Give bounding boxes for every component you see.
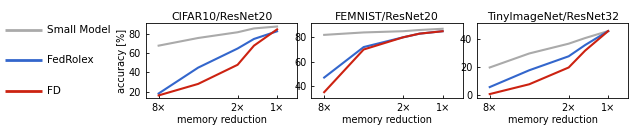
X-axis label: memory reduction: memory reduction [177,115,267,124]
Text: Small Model: Small Model [47,25,111,35]
Y-axis label: accuracy [%]: accuracy [%] [117,28,127,92]
Text: FedRolex: FedRolex [47,55,94,66]
X-axis label: memory reduction: memory reduction [508,115,598,124]
Title: TinyImageNet/ResNet32: TinyImageNet/ResNet32 [487,12,619,22]
Title: FEMNIST/ResNet20: FEMNIST/ResNet20 [335,12,439,22]
X-axis label: memory reduction: memory reduction [342,115,432,124]
Text: FD: FD [47,86,61,96]
Title: CIFAR10/ResNet20: CIFAR10/ResNet20 [171,12,273,22]
